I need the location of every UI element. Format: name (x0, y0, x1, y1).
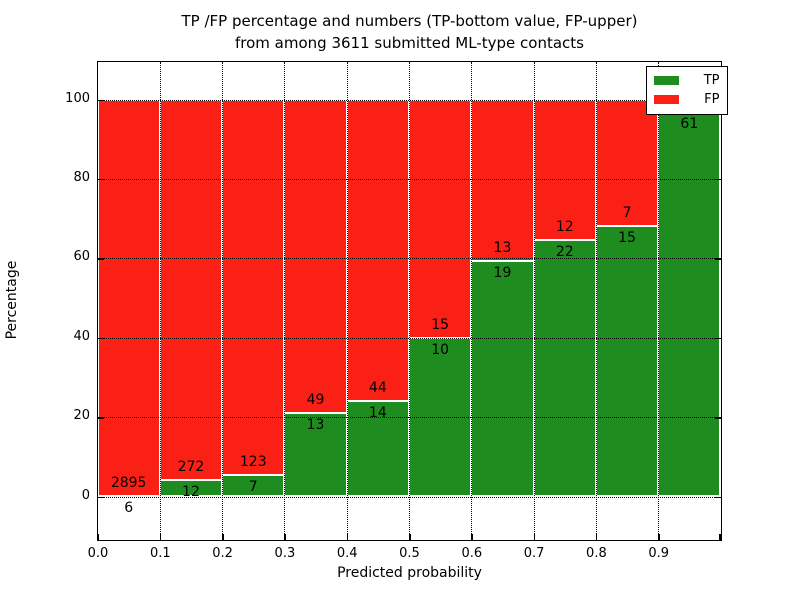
vertical-gridline (159, 61, 161, 540)
y-tick-label: 20 (73, 408, 90, 424)
tp-bar (533, 239, 596, 497)
tp-legend-label: TP (703, 72, 720, 88)
fp-legend-swatch (653, 94, 679, 104)
tp-count-label: 12 (182, 483, 200, 500)
legend-row-fp: FP (653, 90, 720, 109)
legend-row-tp: TP (653, 71, 720, 90)
x-tick-mark (533, 533, 536, 540)
vertical-gridline (284, 61, 286, 540)
fp-count-label: 44 (368, 379, 387, 396)
y-tick-mark (714, 496, 721, 498)
x-tick-mark (346, 533, 349, 540)
fp-count-label: 15 (431, 316, 450, 333)
chart-title-line2: from among 3611 submitted ML-type contac… (235, 34, 584, 52)
tp-count-label: 13 (306, 417, 325, 434)
chart-title-line1: TP /FP percentage and numbers (TP-bottom… (181, 12, 638, 30)
x-tick-label: 0.4 (336, 546, 358, 561)
vertical-gridline (595, 61, 597, 540)
plot-area: 2895 6 272 12 123 7 49 13 44 14 15 10 13 19 12 22 7 15 61 … (96, 60, 728, 541)
y-tick-mark (714, 258, 721, 260)
vertical-gridline (533, 61, 535, 540)
bars-layer (97, 62, 721, 540)
fp-count-label: 12 (555, 218, 574, 235)
y-tick-mark (714, 337, 721, 340)
tp-legend-swatch (653, 75, 679, 85)
x-tick-mark (409, 533, 411, 540)
x-tick-label: 0.7 (523, 546, 545, 561)
tp-count-label: 22 (555, 243, 574, 260)
fp-legend-label: FP (704, 91, 720, 107)
x-tick-label: 0.2 (212, 546, 233, 561)
x-tick-mark (719, 533, 721, 540)
x-tick-mark (284, 533, 286, 540)
fp-bar (97, 99, 160, 496)
chart-title: TP /FP percentage and numbers (TP-bottom… (98, 10, 721, 54)
y-tick-mark (97, 337, 104, 340)
bar-annotations-layer: 2895 6 272 12 123 7 49 13 44 14 15 10 13 19 12 22 7 15 61 (98, 62, 721, 540)
x-tick-mark (595, 533, 598, 540)
y-tick-mark (714, 178, 721, 181)
y-tick-label: 40 (73, 328, 90, 344)
fp-bar (471, 99, 534, 261)
y-tick-mark (714, 417, 721, 419)
tick-marks-layer (97, 62, 721, 540)
tp-bar (658, 112, 721, 497)
x-tick-mark (471, 533, 473, 540)
tp-count-label: 61 (680, 116, 699, 133)
x-tick-label: 0.1 (149, 546, 171, 561)
vertical-gridline (471, 61, 473, 540)
tp-count-label: 7 (248, 479, 258, 496)
grid-layer (97, 61, 721, 540)
x-tick-label: 0.8 (586, 546, 607, 561)
y-tick-label: 80 (73, 169, 90, 185)
fp-count-label: 123 (239, 454, 267, 471)
fp-bar (409, 99, 472, 338)
x-tick-label: 0.5 (399, 546, 420, 561)
legend: TP FP (645, 65, 728, 115)
y-tick-label: 100 (65, 90, 90, 106)
y-tick-mark (97, 496, 104, 498)
vertical-gridline (222, 61, 224, 540)
y-tick-mark (97, 258, 104, 260)
tp-count-label: 6 (124, 499, 134, 516)
x-tick-label: 0.6 (461, 546, 483, 561)
fp-count-label: 49 (306, 392, 325, 409)
vertical-gridline (658, 61, 660, 540)
fp-count-label: 13 (493, 239, 512, 256)
y-axis-label: Percentage (4, 260, 20, 340)
tp-count-label: 10 (431, 341, 450, 358)
tp-count-label: 14 (368, 404, 387, 421)
tp-count-label: 15 (618, 229, 636, 246)
x-axis-label: Predicted probability (337, 565, 482, 581)
tp-count-label: 19 (493, 264, 512, 281)
x-tick-label: 0.0 (87, 546, 109, 561)
tp-bar (284, 413, 347, 497)
x-tick-label: 0.9 (648, 546, 670, 561)
vertical-gridline (346, 61, 348, 540)
tp-bar (471, 260, 534, 497)
fp-count-label: 272 (177, 458, 205, 475)
y-tick-label: 60 (73, 249, 90, 265)
y-tick-label: 0 (81, 487, 90, 503)
x-tick-mark (658, 533, 660, 540)
y-tick-mark (97, 99, 104, 101)
fp-count-label: 2895 (110, 474, 147, 491)
x-tick-mark (97, 533, 99, 540)
y-tick-mark (97, 417, 104, 419)
vertical-gridline (409, 61, 410, 540)
x-tick-mark (159, 533, 162, 540)
x-tick-mark (222, 533, 224, 540)
fp-count-label: 7 (622, 204, 632, 221)
y-tick-mark (97, 178, 104, 181)
x-tick-label: 0.3 (274, 546, 296, 561)
